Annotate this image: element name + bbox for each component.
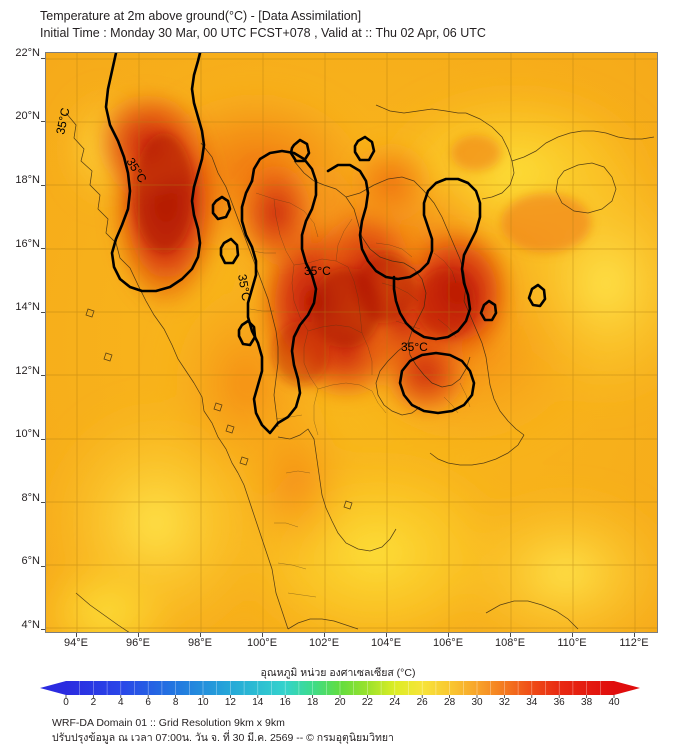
y-tick-18n: 18°N	[15, 174, 40, 186]
x-tickmark-102e	[324, 633, 325, 637]
colorbar-tick-labels: 0 2 4 6 8 10 12 14 16 18 20 22 24 26 28 …	[40, 697, 640, 713]
cbar-tick-4: 4	[118, 697, 124, 708]
x-tick-108e: 108°E	[494, 637, 526, 649]
y-tickmark-10n	[41, 439, 45, 440]
y-tick-10n: 10°N	[15, 428, 40, 440]
cbar-tick-18: 18	[307, 697, 319, 708]
cbar-tick-8: 8	[172, 697, 179, 708]
y-tickmark-12n	[41, 375, 45, 376]
cbar-tick-0: 0	[63, 697, 69, 708]
x-tickmark-106e	[448, 633, 449, 637]
province-borders	[249, 192, 471, 598]
cbar-tick-2: 2	[90, 697, 97, 708]
x-tickmark-96e	[138, 633, 139, 637]
title-line-variable: Temperature at 2m above ground(°C) - [Da…	[40, 9, 362, 23]
cbar-tick-6: 6	[145, 697, 151, 708]
y-tickmark-4n	[41, 629, 45, 630]
temperature-hot-cores-fine	[134, 133, 591, 385]
y-tick-12n: 12°N	[15, 365, 40, 377]
x-tick-94e: 94°E	[64, 637, 88, 649]
cbar-tick-16: 16	[279, 697, 291, 708]
map-plot-area: 35°C 35°C 35°C 35°C 35°C	[45, 52, 658, 633]
footer-model-info: WRF-DA Domain 01 :: Grid Resolution 9km …	[52, 717, 285, 729]
cbar-tick-40: 40	[608, 697, 620, 708]
x-tickmark-110e	[572, 633, 573, 637]
contour-label-35c-4: 35°C	[304, 264, 331, 278]
page-title: Temperature at 2m above ground(°C) - [Da…	[40, 8, 660, 42]
x-tickmark-104e	[386, 633, 387, 637]
x-tickmark-94e	[76, 633, 77, 637]
y-tickmark-8n	[41, 502, 45, 503]
contour-labels: 35°C 35°C 35°C 35°C 35°C	[53, 106, 428, 354]
cbar-tick-30: 30	[471, 697, 483, 708]
x-tickmark-112e	[634, 633, 635, 637]
y-tick-14n: 14°N	[15, 301, 40, 313]
y-tick-22n: 22°N	[15, 47, 40, 59]
cbar-tick-34: 34	[526, 697, 538, 708]
title-line-validtime: Initial Time : Monday 30 Mar, 00 UTC FCS…	[40, 26, 486, 40]
y-tick-16n: 16°N	[15, 238, 40, 250]
x-tick-100e: 100°E	[246, 637, 278, 649]
temperature-field-svg: 35°C 35°C 35°C 35°C 35°C	[46, 53, 657, 632]
y-tickmark-18n	[41, 185, 45, 186]
x-tick-98e: 98°E	[188, 637, 212, 649]
colorbar-band-separators	[79, 681, 601, 695]
contour-label-35c-3: 35°C	[235, 273, 254, 302]
x-tick-104e: 104°E	[370, 637, 402, 649]
coastline-borders	[65, 104, 655, 632]
cbar-tick-36: 36	[553, 697, 565, 708]
contour-label-35c-1: 35°C	[53, 106, 72, 135]
x-tickmark-108e	[510, 633, 511, 637]
cbar-tick-22: 22	[361, 697, 373, 708]
x-tick-96e: 96°E	[126, 637, 150, 649]
cbar-tick-20: 20	[334, 697, 346, 708]
footer-update-info: ปรับปรุงข้อมูล ณ เวลา 07:00น. วัน จ. ที่…	[52, 732, 394, 744]
x-tick-112e: 112°E	[619, 637, 649, 649]
y-tickmark-22n	[41, 58, 45, 59]
colorbar-title: อุณหภูมิ หน่วย องศาเซลเซียส (°C)	[260, 667, 416, 679]
x-tick-110e: 110°E	[557, 637, 587, 649]
cbar-tick-32: 32	[498, 697, 510, 708]
contour-35c	[104, 53, 547, 435]
y-tickmark-16n	[41, 248, 45, 249]
x-tickmark-100e	[262, 633, 263, 637]
colorbar-gradient	[40, 681, 640, 698]
colorbar	[40, 678, 640, 698]
x-tick-106e: 106°E	[432, 637, 464, 649]
y-tick-20n: 20°N	[15, 110, 40, 122]
cbar-tick-14: 14	[252, 697, 264, 708]
x-tick-102e: 102°E	[308, 637, 340, 649]
contour-label-35c-5: 35°C	[401, 340, 428, 354]
y-tick-8n: 8°N	[21, 492, 40, 504]
cbar-tick-10: 10	[197, 697, 209, 708]
y-tickmark-6n	[41, 566, 45, 567]
y-tickmark-20n	[41, 121, 45, 122]
cbar-tick-28: 28	[444, 697, 456, 708]
cbar-tick-24: 24	[389, 697, 401, 708]
y-tick-4n: 4°N	[21, 619, 40, 631]
colorbar-tickmarks	[65, 695, 615, 698]
x-tickmark-98e	[200, 633, 201, 637]
y-tick-6n: 6°N	[21, 555, 40, 567]
cbar-tick-12: 12	[224, 697, 236, 708]
y-tickmark-14n	[41, 312, 45, 313]
footer: WRF-DA Domain 01 :: Grid Resolution 9km …	[52, 716, 652, 746]
cbar-tick-38: 38	[581, 697, 593, 708]
cbar-tick-26: 26	[416, 697, 428, 708]
